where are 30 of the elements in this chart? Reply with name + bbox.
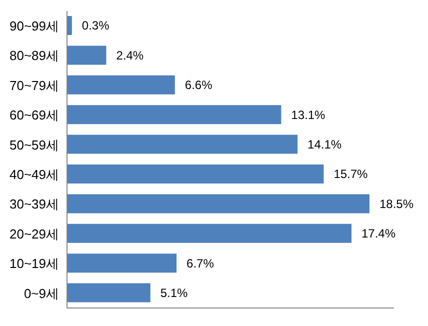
y-tick-label: 40~49세 [9, 166, 59, 182]
data-label: 17.4% [361, 226, 396, 241]
y-tick-label: 10~19세 [9, 256, 59, 272]
bar [67, 164, 324, 184]
data-label: 5.1% [160, 286, 188, 300]
data-label: 13.1% [291, 108, 326, 122]
bar [67, 283, 150, 302]
y-tick-label: 70~79세 [9, 78, 59, 93]
bar [67, 75, 175, 94]
y-tick-label: 90~99세 [9, 18, 59, 34]
data-label: 6.7% [186, 256, 214, 270]
y-tick-label: 0~9세 [24, 286, 59, 301]
data-label: 2.4% [116, 48, 144, 62]
bar [67, 46, 106, 65]
y-tick-label: 80~89세 [9, 48, 59, 64]
data-label: 15.7% [334, 167, 368, 182]
y-tick-label: 20~29세 [9, 226, 59, 242]
y-tick-label: 50~59세 [9, 137, 59, 152]
bar [67, 134, 298, 154]
y-tick-label: 60~69세 [9, 108, 59, 123]
y-tick-label: 30~39세 [9, 196, 59, 212]
bar [67, 194, 370, 214]
data-label: 14.1% [308, 138, 342, 152]
bar [67, 224, 352, 243]
bar [67, 105, 282, 124]
data-label: 0.3% [82, 18, 110, 33]
bar [67, 254, 177, 273]
data-label: 18.5% [379, 196, 414, 211]
bar [67, 16, 72, 35]
data-label: 6.6% [184, 78, 213, 92]
